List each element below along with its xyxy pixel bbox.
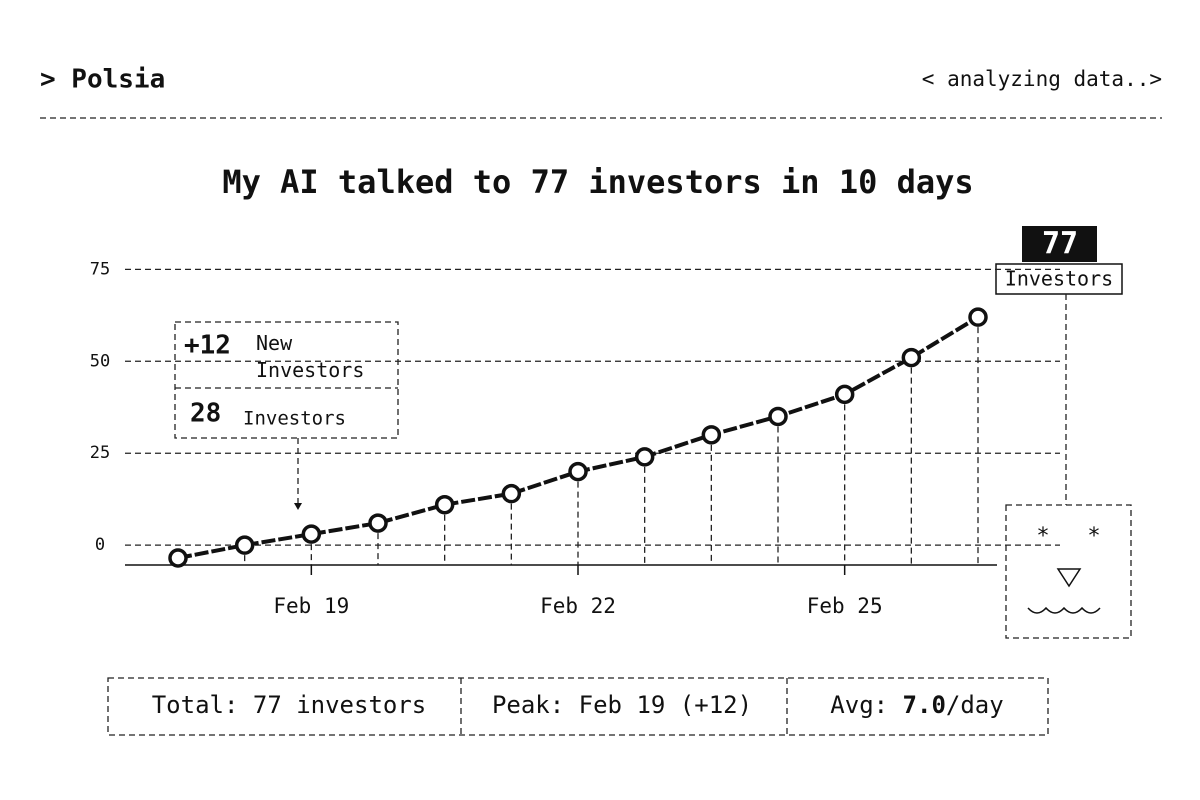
data-point [434,494,455,515]
data-point [568,461,588,482]
y-tick-label: 25 [90,443,110,463]
x-tick-label: Feb 19 [273,594,349,618]
x-tick-label: Feb 25 [807,594,883,618]
stat-avg-suffix: /day [946,691,1004,719]
mascot-mouth [1027,606,1101,614]
data-point [168,548,188,568]
mascot-eye: * [1036,524,1049,549]
data-point [634,447,655,467]
peak-delta-text-box: New Investors [256,331,365,382]
stat-avg: Avg: 7.0/day [830,691,1003,719]
data-point [368,513,388,533]
stat-total: Total: 77 investors [152,691,427,719]
data-point [234,535,255,555]
data-point [301,524,322,544]
mascot-box [1005,504,1132,639]
data-point [501,483,522,504]
data-point [834,384,855,405]
brand: > Polsia [40,65,165,95]
stats-box [107,677,1049,736]
annotation-arrow [294,503,302,510]
final-total: 77 [1042,227,1078,262]
y-tick-label: 0 [95,535,105,555]
data-point [901,347,922,368]
annotation-box [174,321,399,439]
mascot-nose [1056,568,1082,588]
peak-delta-text: New Investors [256,331,365,382]
stat-avg-prefix: Avg: [830,691,902,719]
final-badge [1022,226,1097,262]
stat-peak: Peak: Feb 19 (+12) [492,691,752,719]
data-point [701,425,722,445]
stat-avg-value: 7.0 [903,691,946,719]
y-tick-label: 75 [90,259,110,279]
final-text: Investors [1005,267,1113,291]
chart-title: My AI talked to 77 investors in 10 days [222,163,973,201]
peak-delta: +12 [184,331,231,361]
x-tick-label: Feb 22 [540,594,616,618]
data-point [968,307,988,327]
status: < analyzing data..> [922,67,1162,91]
mascot-eye: * [1087,524,1100,549]
peak-total: 28 [190,399,221,429]
peak-total-text: Investors [243,408,346,430]
y-tick-label: 50 [90,351,110,371]
data-point [768,406,788,427]
